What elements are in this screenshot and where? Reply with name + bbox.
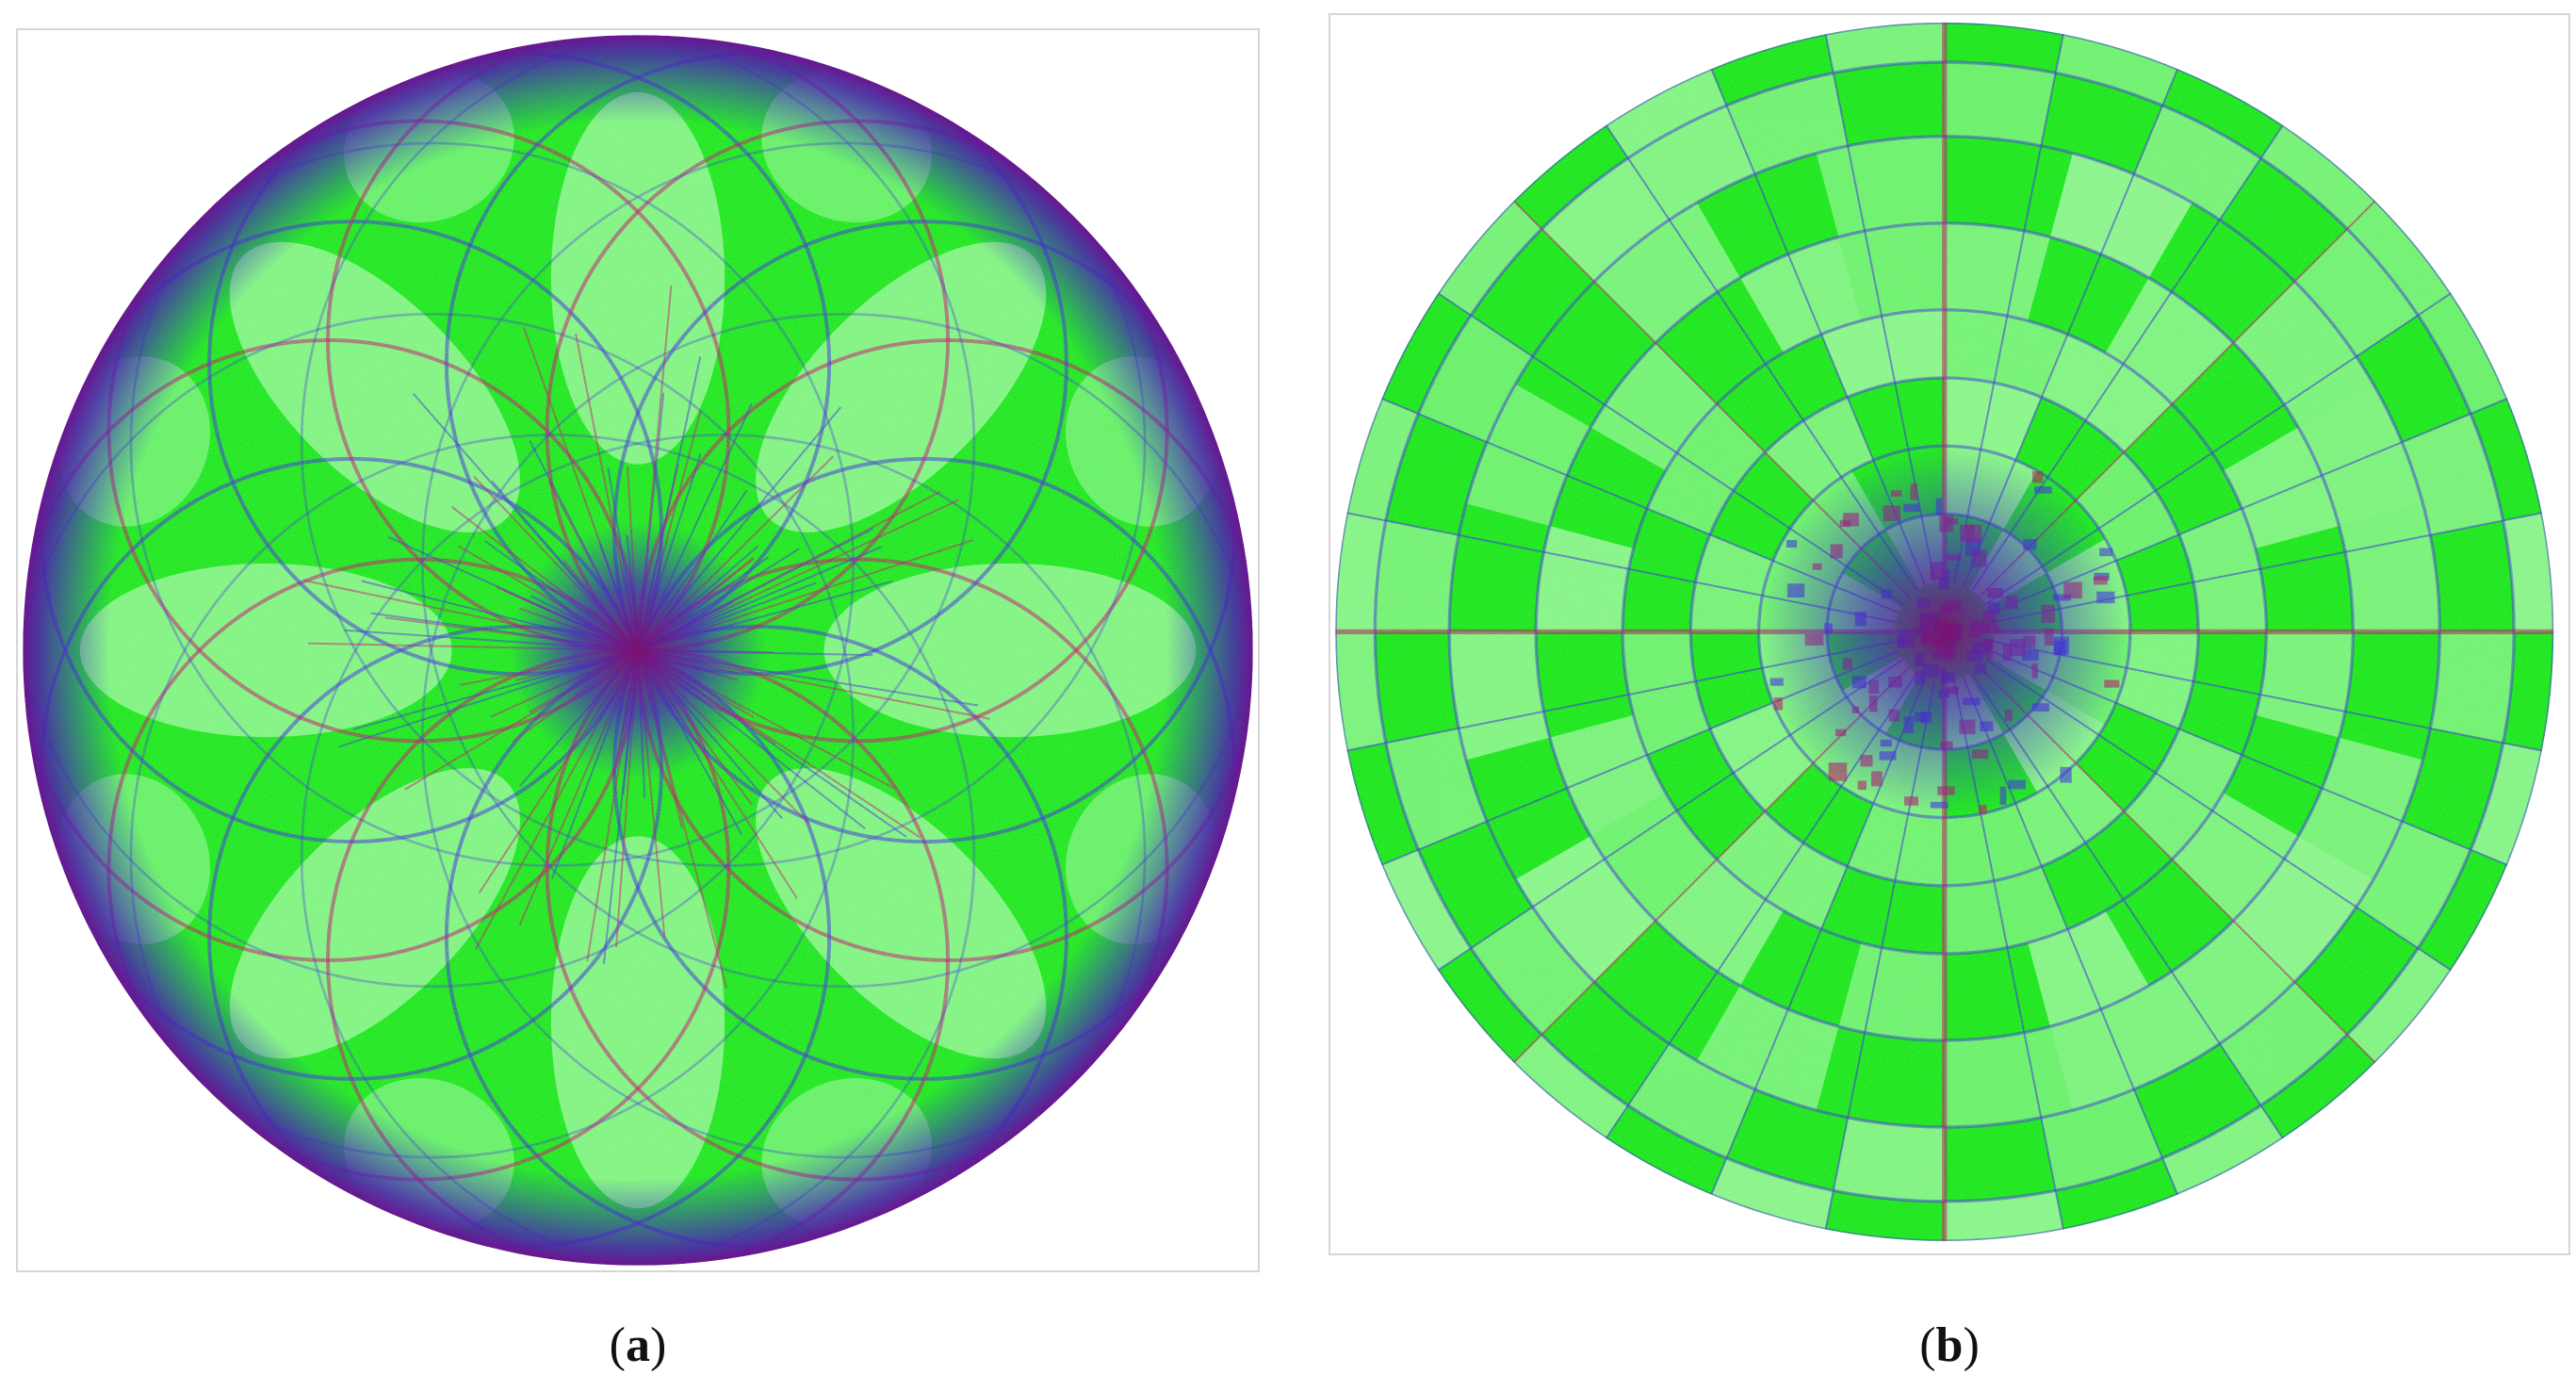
caption-a-letter: a [626,1318,650,1372]
fractal-panel-b [1329,13,2570,1255]
caption-b-open: ( [1919,1318,1936,1372]
caption-b: (b) [1919,1317,1980,1373]
caption-a: (a) [610,1317,667,1373]
caption-b-close: ) [1963,1318,1980,1372]
caption-b-letter: b [1935,1318,1964,1372]
fractal-panel-a [16,28,1260,1272]
caption-a-open: ( [609,1318,626,1372]
fractal-image-a [23,35,1253,1266]
caption-a-close: ) [650,1318,667,1372]
fractal-image-b [1335,22,2554,1241]
